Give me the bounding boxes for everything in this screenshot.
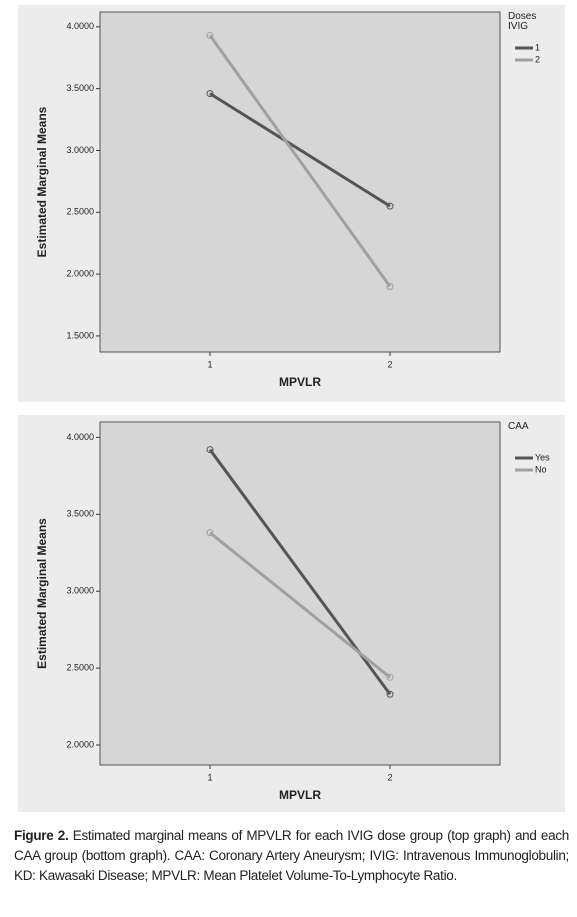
y-tick-label: 1.5000	[66, 330, 94, 340]
point-marker	[386, 202, 394, 210]
y-tick-label: 3.5000	[66, 509, 94, 519]
y-tick-label: 4.0000	[66, 432, 94, 442]
point-marker	[206, 31, 214, 39]
y-tick-label: 3.0000	[66, 145, 94, 155]
legend-title: CAA	[508, 422, 529, 432]
caption-text: Estimated marginal means of MPVLR for ea…	[14, 828, 569, 883]
x-tick-label: 2	[387, 772, 392, 782]
y-tick-label: 2.0000	[66, 739, 94, 749]
point-marker	[206, 446, 214, 454]
plot-area	[99, 421, 501, 766]
plot-area	[99, 11, 501, 353]
x-tick-label: 2	[387, 359, 392, 369]
legend-title-box: CAA	[508, 422, 529, 432]
legend-title: Doses IVIG	[508, 12, 537, 32]
legend-label: 1	[535, 42, 540, 52]
x-tick-label: 1	[207, 772, 212, 782]
point-marker	[386, 673, 394, 681]
caption-label: Figure 2.	[14, 828, 69, 843]
y-tick-label: 3.5000	[66, 83, 94, 93]
x-axis-title: MPVLR	[279, 788, 321, 802]
y-axis-title: Estimated Marginal Means	[35, 106, 49, 257]
series-line	[209, 531, 391, 679]
y-tick-label: 3.0000	[66, 586, 94, 596]
y-axis-title: Estimated Marginal Means	[35, 518, 49, 669]
caption: Figure 2. Estimated marginal means of MP…	[14, 826, 569, 886]
legend-label: No	[535, 464, 547, 474]
series-line	[209, 92, 391, 208]
series-line	[208, 34, 392, 288]
legend-title-box: Doses IVIG	[508, 12, 537, 32]
y-tick-label: 2.5000	[66, 207, 94, 217]
y-tick-label: 2.0000	[66, 268, 94, 278]
point-marker	[206, 529, 214, 537]
y-tick-label: 4.0000	[66, 21, 94, 31]
x-axis-title: MPVLR	[279, 375, 321, 389]
legend-label: 2	[535, 54, 540, 64]
y-tick-label: 2.5000	[66, 662, 94, 672]
point-marker	[206, 90, 214, 98]
legend-label: Yes	[535, 452, 550, 462]
point-marker	[386, 690, 394, 698]
x-tick-label: 1	[207, 359, 212, 369]
point-marker	[386, 282, 394, 290]
charts: 1.5000 2.0000 2.5000 3.0000 3.5000 4.0000 1 2 Es…	[18, 5, 565, 812]
